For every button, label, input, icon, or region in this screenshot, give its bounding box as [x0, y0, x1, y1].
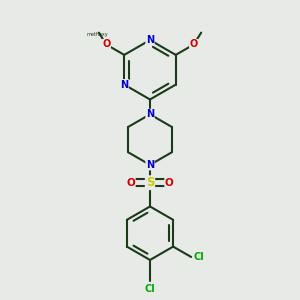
Text: N: N — [120, 80, 128, 90]
Text: O: O — [190, 40, 198, 50]
Text: S: S — [146, 176, 154, 189]
Text: Cl: Cl — [194, 252, 204, 262]
Text: Cl: Cl — [145, 284, 155, 294]
Text: N: N — [146, 160, 154, 170]
Text: N: N — [146, 109, 154, 119]
Text: O: O — [165, 178, 174, 188]
Text: methoxy: methoxy — [86, 32, 108, 37]
Text: N: N — [146, 35, 154, 45]
Text: O: O — [126, 178, 135, 188]
Text: O: O — [102, 40, 110, 50]
